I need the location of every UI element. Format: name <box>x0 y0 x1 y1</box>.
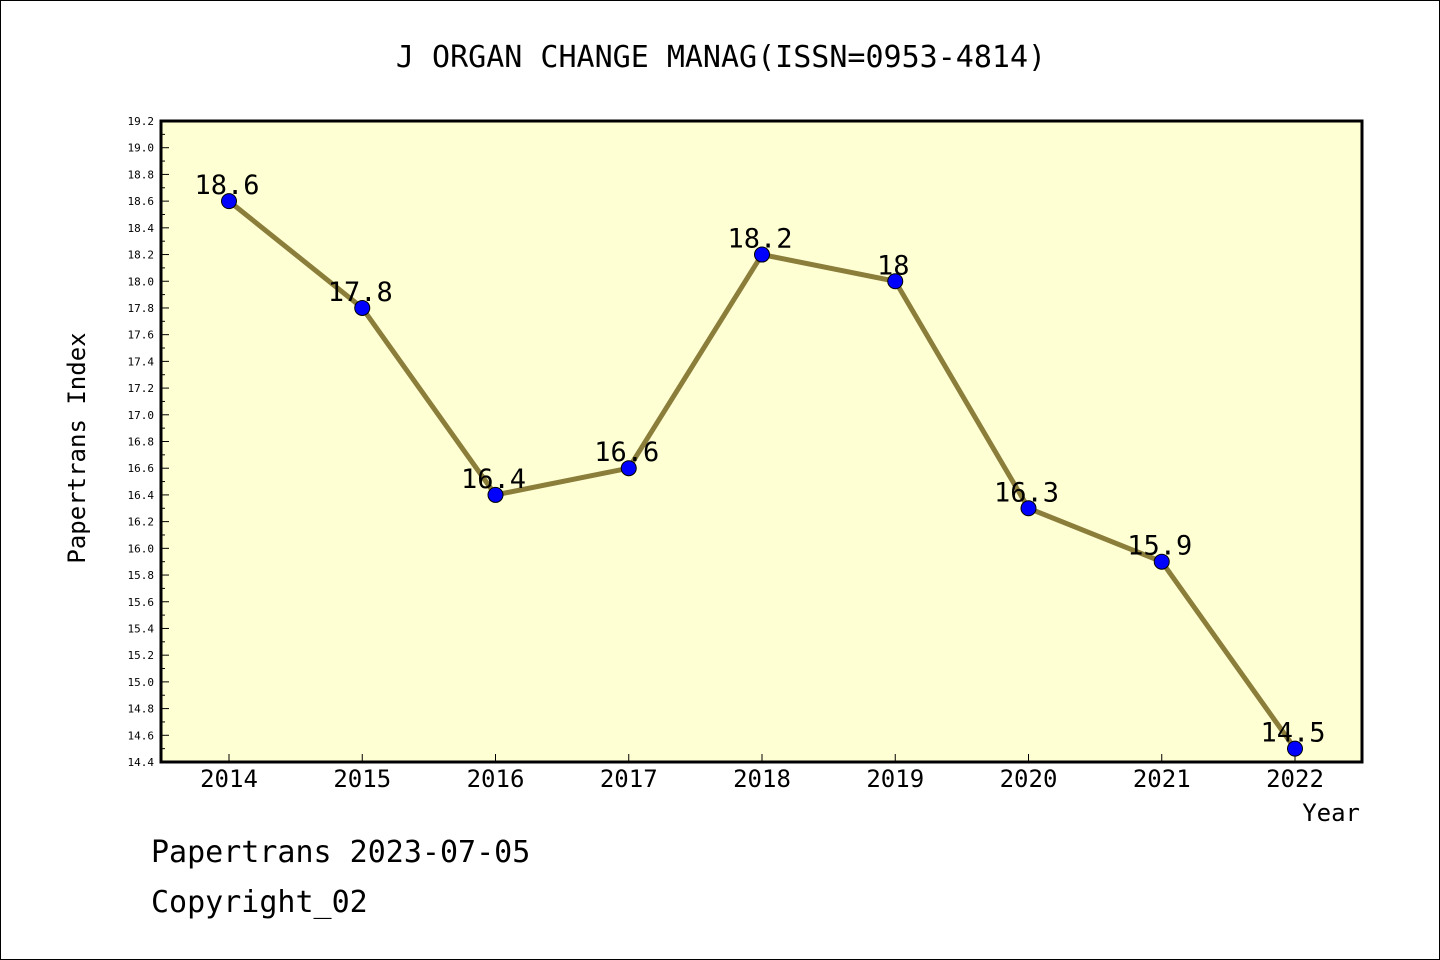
y-tick-label: 18.6 <box>128 195 155 208</box>
y-tick-label: 15.2 <box>128 649 155 662</box>
data-point <box>1153 553 1170 570</box>
y-tick-label: 18.0 <box>128 275 155 288</box>
y-tick-label: 17.0 <box>128 409 155 422</box>
footer-copyright: Copyright_02 <box>151 885 368 920</box>
data-point <box>221 193 237 210</box>
y-tick-label: 15.0 <box>128 676 155 689</box>
x-tick-label: 2019 <box>866 765 924 793</box>
y-tick-label: 14.4 <box>128 756 155 769</box>
x-tick-label: 2016 <box>467 765 525 793</box>
y-tick-label: 16.2 <box>128 516 155 529</box>
y-tick-label: 19.2 <box>128 115 155 128</box>
y-tick-label: 17.6 <box>128 329 155 342</box>
x-tick-label: 2014 <box>200 765 258 793</box>
x-tick-label: 2021 <box>1133 765 1191 793</box>
data-point <box>354 299 371 316</box>
data-label: 16.3 <box>994 477 1059 508</box>
data-label: 16.4 <box>461 464 526 495</box>
y-tick-label: 16.0 <box>128 542 155 555</box>
y-axis: 14.4 14.6 14.8 15.0 15.2 15.4 15.6 15.8 16.0 16.2… <box>128 115 169 769</box>
y-tick-label: 14.6 <box>128 729 155 742</box>
y-tick-label: 16.4 <box>128 489 155 502</box>
y-axis-label: Papertrans Index <box>63 332 91 563</box>
y-tick-label: 17.8 <box>128 302 155 315</box>
x-tick-label: 2015 <box>333 765 391 793</box>
x-axis: 2014 2015 2016 2017 2018 2019 2020 2021 2022 <box>200 754 1324 793</box>
y-tick-label: 15.8 <box>128 569 155 582</box>
y-tick-label: 14.8 <box>128 703 155 716</box>
plot-area <box>159 119 1364 764</box>
data-label: 14.5 <box>1260 718 1325 749</box>
data-point <box>620 460 637 477</box>
series-papertrans-index <box>221 193 1303 757</box>
data-point <box>1287 740 1303 757</box>
data-label: 17.8 <box>328 277 393 308</box>
y-tick-label: 16.8 <box>128 436 155 449</box>
x-tick-label: 2017 <box>600 765 658 793</box>
data-point <box>754 246 770 263</box>
data-label: 15.9 <box>1127 531 1192 562</box>
data-label: 16.6 <box>594 437 659 468</box>
y-tick-label: 18.4 <box>128 222 155 235</box>
data-point <box>887 273 904 290</box>
y-tick-label: 15.6 <box>128 596 155 609</box>
footer-stamp: Papertrans 2023-07-05 <box>151 835 531 870</box>
x-tick-label: 2020 <box>1000 765 1058 793</box>
y-tick-label: 18.2 <box>128 249 155 262</box>
y-tick-label: 18.8 <box>128 168 155 181</box>
y-tick-label: 17.2 <box>128 382 155 395</box>
chart-title: J ORGAN CHANGE MANAG(ISSN=0953-4814) <box>396 40 1046 75</box>
x-axis-label: Year <box>1302 799 1360 827</box>
data-label: 18.6 <box>194 170 259 201</box>
y-tick-label: 16.6 <box>128 462 155 475</box>
data-point <box>487 486 504 503</box>
data-label: 18 <box>877 250 910 281</box>
data-label: 18.2 <box>727 224 792 255</box>
x-tick-label: 2018 <box>733 765 791 793</box>
data-labels: 18.6 17.8 16.4 16.6 18.2 18 16.3 15.9 14.5 <box>194 170 1325 749</box>
y-tick-label: 15.4 <box>128 622 155 635</box>
y-tick-label: 19.0 <box>128 142 155 155</box>
y-tick-label: 17.4 <box>128 355 155 368</box>
data-point <box>1020 500 1037 517</box>
x-tick-label: 2022 <box>1266 765 1324 793</box>
